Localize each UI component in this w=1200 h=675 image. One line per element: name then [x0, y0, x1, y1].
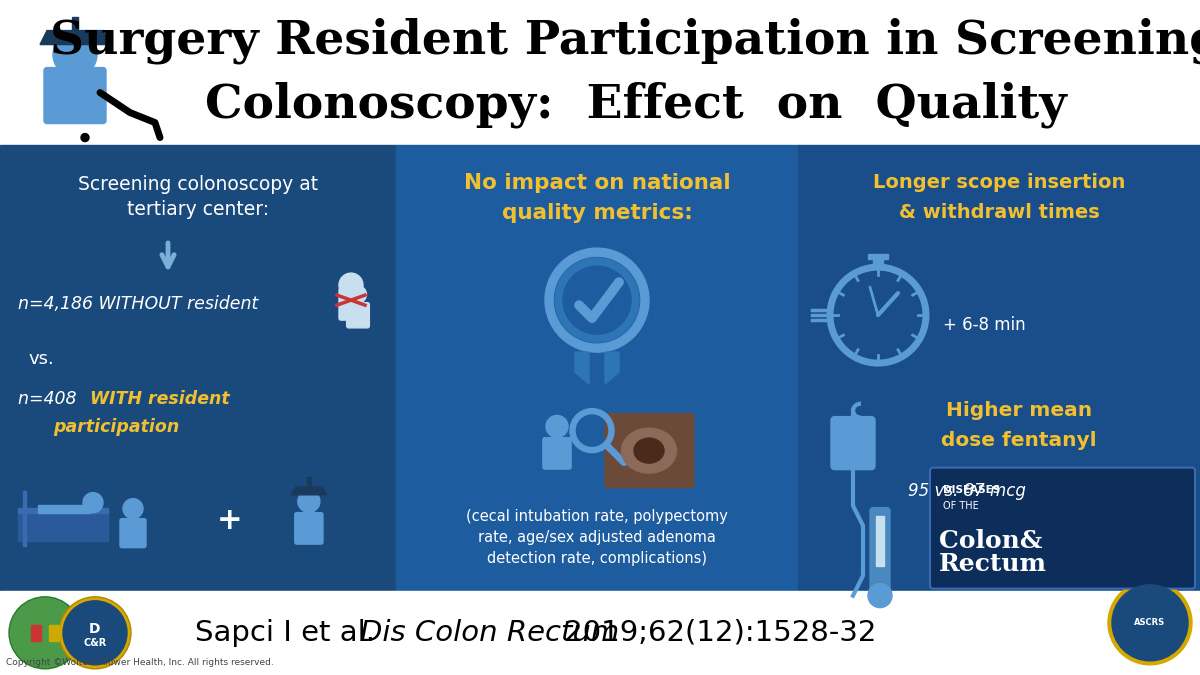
Circle shape	[340, 273, 364, 297]
Circle shape	[546, 415, 568, 437]
Bar	[31, 625, 41, 641]
Text: participation: participation	[53, 418, 179, 436]
Ellipse shape	[634, 438, 664, 463]
Bar	[876, 516, 884, 566]
Circle shape	[64, 601, 127, 665]
Text: n=4,186 WITHOUT resident: n=4,186 WITHOUT resident	[18, 295, 258, 313]
Text: OF THE: OF THE	[943, 501, 979, 510]
Circle shape	[563, 266, 631, 334]
Circle shape	[83, 493, 103, 512]
Circle shape	[349, 286, 366, 303]
Circle shape	[554, 258, 640, 342]
Circle shape	[1112, 585, 1188, 661]
Bar	[49, 625, 59, 641]
Text: Higher mean: Higher mean	[946, 401, 1092, 420]
Text: Longer scope insertion: Longer scope insertion	[872, 173, 1126, 192]
Text: Surgery Resident Participation in Screening: Surgery Resident Participation in Screen…	[50, 18, 1200, 64]
Text: 2019;62(12):1528-32: 2019;62(12):1528-32	[554, 619, 876, 647]
Bar	[0, 145, 396, 591]
Text: Sapci I et al.: Sapci I et al.	[194, 619, 384, 647]
Text: ASCRS: ASCRS	[1134, 618, 1165, 627]
Circle shape	[53, 32, 97, 76]
Text: Rectum: Rectum	[940, 551, 1046, 576]
Bar	[868, 254, 888, 259]
Circle shape	[59, 597, 131, 669]
Text: Colon&: Colon&	[940, 529, 1043, 553]
FancyBboxPatch shape	[830, 416, 875, 470]
Text: + 6-8 min: + 6-8 min	[943, 316, 1026, 334]
Text: No impact on national: No impact on national	[463, 173, 731, 193]
FancyBboxPatch shape	[347, 302, 370, 328]
Circle shape	[1108, 580, 1192, 665]
Circle shape	[298, 491, 320, 512]
Text: Copyright ©Wolters Kluwer Health, Inc. All rights reserved.: Copyright ©Wolters Kluwer Health, Inc. A…	[6, 658, 274, 667]
Bar	[38, 505, 90, 512]
Bar	[307, 477, 311, 487]
Bar	[798, 145, 1200, 591]
FancyBboxPatch shape	[605, 414, 694, 487]
FancyBboxPatch shape	[295, 512, 323, 544]
Polygon shape	[575, 352, 589, 384]
Text: quality metrics:: quality metrics:	[502, 203, 692, 223]
Polygon shape	[292, 487, 326, 495]
FancyBboxPatch shape	[930, 468, 1195, 589]
Text: 95 vs. 87 mcg: 95 vs. 87 mcg	[908, 482, 1026, 500]
Circle shape	[124, 499, 143, 518]
Bar	[396, 145, 798, 591]
Bar	[18, 508, 108, 512]
FancyBboxPatch shape	[120, 518, 146, 547]
Text: D: D	[89, 622, 101, 636]
Text: C&R: C&R	[83, 638, 107, 648]
Text: vs.: vs.	[28, 350, 54, 368]
Polygon shape	[40, 30, 110, 45]
Text: WITH resident: WITH resident	[90, 390, 229, 408]
FancyBboxPatch shape	[870, 508, 890, 593]
FancyBboxPatch shape	[542, 437, 571, 469]
Circle shape	[836, 273, 920, 357]
Ellipse shape	[622, 428, 677, 473]
Text: Dis Colon Rectum: Dis Colon Rectum	[360, 619, 619, 647]
Text: DISEASES: DISEASES	[943, 485, 1001, 495]
Text: & withdrawl times: & withdrawl times	[899, 203, 1099, 222]
Circle shape	[10, 597, 82, 669]
Bar	[72, 17, 78, 30]
Text: +: +	[217, 506, 242, 535]
Circle shape	[82, 134, 89, 142]
Bar	[0, 591, 1200, 675]
Text: Screening colonoscopy at: Screening colonoscopy at	[78, 175, 318, 194]
Circle shape	[868, 584, 892, 608]
FancyBboxPatch shape	[340, 288, 364, 320]
FancyBboxPatch shape	[44, 68, 106, 124]
Bar	[23, 491, 26, 545]
Bar	[18, 510, 108, 541]
Text: n=408: n=408	[18, 390, 82, 408]
Bar	[874, 257, 883, 269]
Text: dose fentanyl: dose fentanyl	[941, 431, 1097, 450]
Polygon shape	[605, 352, 619, 384]
Text: tertiary center:: tertiary center:	[127, 200, 269, 219]
Bar	[0, 0, 1200, 145]
Text: (cecal intubation rate, polypectomy
rate, age/sex adjusted adenoma
detection rat: (cecal intubation rate, polypectomy rate…	[466, 509, 728, 566]
Text: Colonoscopy:  Effect  on  Quality: Colonoscopy: Effect on Quality	[205, 81, 1067, 128]
